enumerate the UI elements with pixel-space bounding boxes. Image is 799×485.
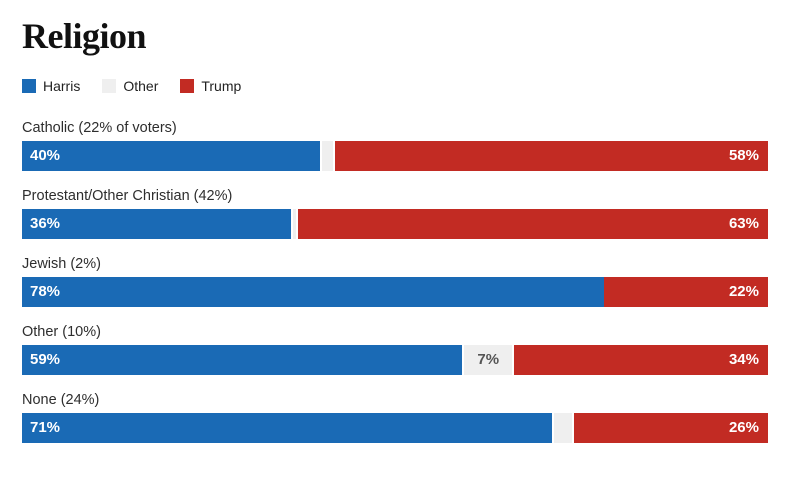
bar-segment-harris: 40% [22,141,321,171]
legend-label-harris: Harris [43,78,81,94]
bar-group-none: None (24%) 71% 26% [22,392,768,443]
bar-segment-harris: 36% [22,209,291,239]
category-label: Other (10%) [22,324,101,340]
stacked-bar: 71% 26% [22,413,768,443]
bar-segment-other: 7% [462,345,515,375]
chart-container: Religion Harris Other Trump Catholic (22… [22,14,768,443]
bar-segment-trump: 34% [514,345,768,375]
legend-swatch-harris [22,79,36,93]
bar-group-catholic: Catholic (22% of voters) 40% 58% [22,120,768,171]
legend-label-other: Other [123,78,159,94]
legend-item-harris: Harris [22,78,80,94]
bar-group-other-religion: Other (10%) 59% 7% 34% [22,324,768,375]
legend-swatch-trump [180,79,195,93]
category-label: Jewish (2%) [22,256,101,272]
stacked-bar: 36% 63% [22,209,768,239]
legend-label-trump: Trump [201,78,242,94]
bar-group-jewish: Jewish (2%) 78% 22% [22,256,768,307]
legend-item-other: Other [102,78,158,94]
bar-segment-trump: 63% [298,209,768,239]
page-title: Religion [22,16,147,56]
category-label: Protestant/Other Christian (42%) [22,188,233,204]
bar-segment-other [290,209,298,239]
stacked-bar: 78% 22% [22,277,768,307]
category-label: Catholic (22% of voters) [22,120,177,136]
stacked-bar: 59% 7% 34% [22,345,768,375]
bar-group-protestant: Protestant/Other Christian (42%) 36% 63% [22,188,768,239]
bar-segment-trump: 58% [335,141,768,171]
bar-segment-harris: 71% [22,413,552,443]
bar-segment-trump: 26% [574,413,768,443]
legend-item-trump: Trump [180,78,241,94]
bar-segment-other [551,413,575,443]
bar-segment-harris: 59% [22,345,463,375]
category-label: None (24%) [22,392,100,408]
legend-swatch-other [102,79,117,93]
bar-segment-other [320,141,336,171]
bar-segment-harris: 78% [22,277,604,307]
legend: Harris Other Trump [22,78,768,94]
stacked-bar: 40% 58% [22,141,768,171]
bar-segment-trump: 22% [603,277,768,307]
